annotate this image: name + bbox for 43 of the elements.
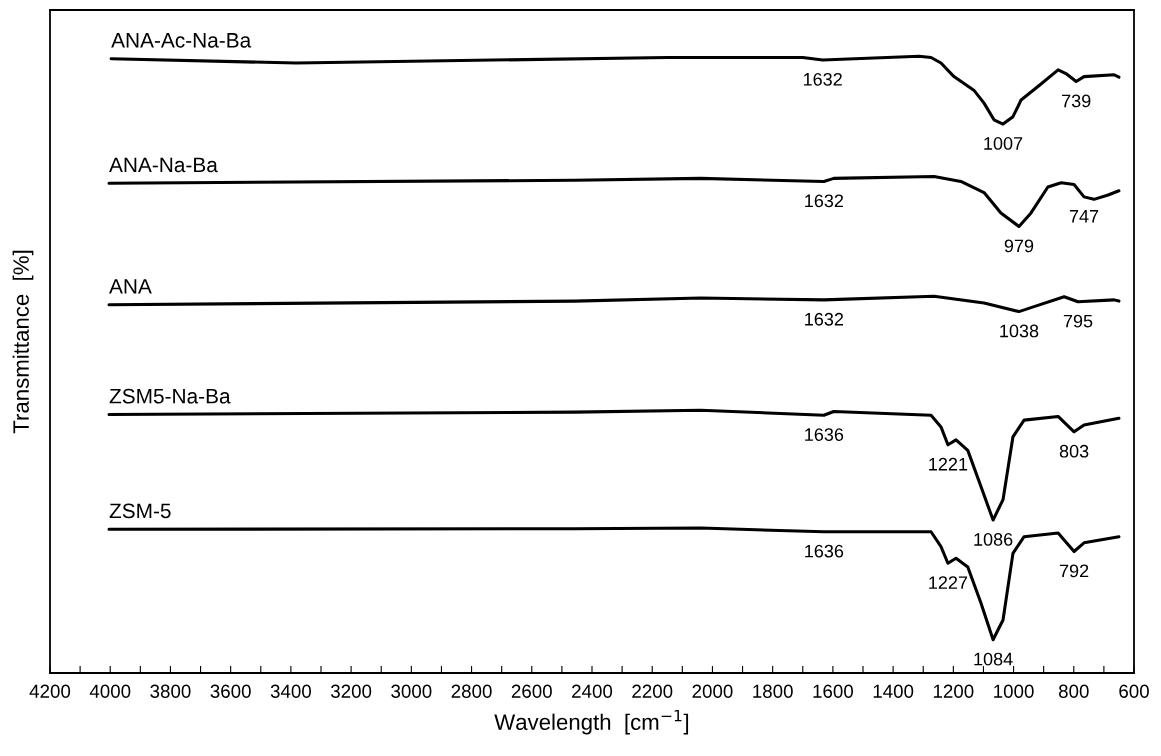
series-label: ANA-Na-Ba [109,157,218,173]
x-tick-label: 1000 [994,684,1034,698]
annotation: 803 [1059,444,1089,458]
series-label: ZSM5-Na-Ba [109,388,231,404]
annotation: 1038 [1000,324,1039,338]
annotation: 795 [1063,314,1093,328]
x-tick-label: 2600 [511,684,552,698]
x-axis-title: Wavelength [cm$^{−1}$] [494,709,689,735]
annotation: 1632 [805,194,844,208]
annotation: 1221 [929,457,968,471]
x-tick-label: 2000 [692,684,733,698]
x-tick-label: 2400 [572,684,613,698]
annotation: 1632 [805,312,844,326]
series-label: ZSM-5 [109,503,171,519]
annotation: 979 [1004,239,1034,253]
x-tick-label: 4000 [89,684,131,698]
x-tick-label: 2200 [632,684,673,698]
x-tick-label: 600 [1119,684,1149,698]
y-axis-title: Transmittance [%] [12,250,34,434]
annotation: 1007 [984,137,1023,150]
annotation: 792 [1059,564,1089,578]
x-tick-label: 3600 [210,684,251,698]
x-tick-label: 1800 [753,684,793,698]
series-label: ANA-Ac-Na-Ba [111,33,252,48]
x-tick-label: 3400 [270,684,312,698]
annotation: 747 [1069,210,1099,223]
x-tick-label: 3200 [330,684,372,698]
annotation: 1227 [929,576,968,589]
annotation: 1084 [974,652,1013,666]
annotation: 1636 [805,544,844,558]
annotation: 1636 [805,428,844,441]
x-tick-label: 1200 [933,684,974,698]
annotation: 1086 [974,533,1013,546]
x-tick-label: 1400 [873,684,914,698]
x-tick-label: 3800 [150,684,191,698]
x-tick-label: 4200 [29,684,71,698]
series-label: ANA [109,279,152,294]
x-tick-label: 800 [1058,684,1089,698]
x-tick-label: 3000 [391,684,432,698]
x-tick-label: 1600 [813,684,854,698]
annotation: 739 [1062,94,1091,108]
x-tick-label: 2800 [451,684,492,698]
annotation: 1632 [803,72,842,86]
